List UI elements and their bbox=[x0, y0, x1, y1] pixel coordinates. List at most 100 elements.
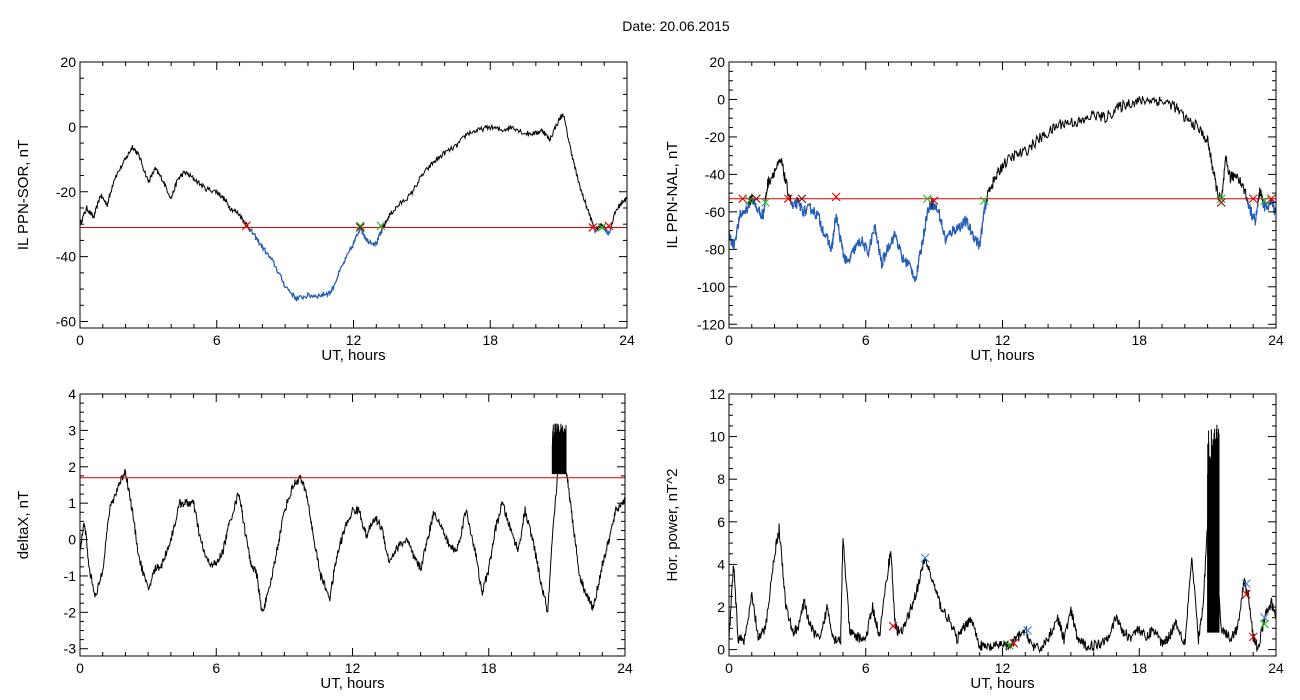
y-axis-label-power: Hor. power, nT^2 bbox=[664, 469, 681, 582]
x-axis-label-sor: UT, hours bbox=[321, 347, 385, 364]
ytick-label-nal-0: -120 bbox=[697, 316, 725, 332]
xtick-label-deltax-0: 0 bbox=[76, 660, 84, 676]
axes-frame-sor bbox=[79, 61, 628, 329]
axes-frame-deltax bbox=[79, 393, 626, 657]
ytick-label-deltax-2: -1 bbox=[64, 568, 77, 584]
ytick-label-deltax-0: -3 bbox=[64, 641, 77, 657]
xtick-label-nal-2: 12 bbox=[995, 332, 1011, 348]
marker-nal-5 bbox=[797, 194, 807, 204]
page-title: Date: 20.06.2015 bbox=[622, 18, 730, 34]
marker-power-7 bbox=[1248, 632, 1258, 642]
ytick-label-sor-0: -60 bbox=[56, 314, 76, 330]
marker-nal-7 bbox=[922, 194, 932, 204]
ytick-label-power-1: 2 bbox=[717, 599, 725, 615]
marker-nal-6 bbox=[831, 192, 841, 202]
axes-frame-nal bbox=[728, 61, 1277, 329]
xtick-label-power-4: 24 bbox=[1268, 660, 1284, 676]
ytick-label-sor-1: -40 bbox=[56, 249, 76, 265]
series-line-nal bbox=[729, 96, 1276, 282]
ytick-label-deltax-4: 1 bbox=[68, 495, 76, 511]
xtick-label-nal-3: 18 bbox=[1131, 332, 1147, 348]
marker-nal-13 bbox=[1260, 196, 1269, 206]
ytick-label-power-2: 4 bbox=[717, 556, 725, 572]
marker-nal-9 bbox=[979, 196, 989, 206]
xtick-label-deltax-4: 24 bbox=[617, 660, 633, 676]
marker-nal-2 bbox=[751, 194, 761, 204]
ytick-label-nal-2: -80 bbox=[705, 241, 725, 257]
marker-sor-3 bbox=[376, 221, 386, 231]
ytick-label-deltax-3: 0 bbox=[68, 532, 76, 548]
series-line-power bbox=[729, 475, 1276, 654]
marker-power-8 bbox=[1260, 613, 1269, 623]
marker-sor-1 bbox=[355, 221, 365, 231]
marker-nal-3 bbox=[761, 198, 770, 207]
ytick-label-deltax-1: -2 bbox=[64, 604, 77, 620]
ytick-label-nal-7: 20 bbox=[709, 54, 725, 70]
plot-area-deltax bbox=[80, 423, 625, 613]
marker-nal-14 bbox=[1267, 194, 1276, 204]
marker-power-2 bbox=[1004, 640, 1014, 650]
marker-power-9 bbox=[1260, 619, 1269, 629]
xtick-label-deltax-3: 18 bbox=[481, 660, 497, 676]
ytick-label-power-3: 6 bbox=[717, 514, 725, 530]
xtick-label-power-3: 18 bbox=[1131, 660, 1147, 676]
marker-nal-10 bbox=[1216, 194, 1226, 204]
ytick-label-nal-1: -100 bbox=[697, 279, 725, 295]
axes-frame-power bbox=[728, 393, 1277, 657]
spike-burst-deltax-0 bbox=[551, 423, 567, 475]
below-threshold-line-sor bbox=[247, 226, 611, 302]
marker-nal-12 bbox=[1248, 194, 1258, 204]
x-axis-label-power: UT, hours bbox=[970, 675, 1034, 692]
x-axis-label-nal: UT, hours bbox=[970, 347, 1034, 364]
marker-power-3 bbox=[1009, 638, 1019, 648]
marker-sor-6 bbox=[604, 221, 614, 231]
marker-sor-2 bbox=[355, 223, 365, 232]
xtick-label-sor-3: 18 bbox=[482, 332, 498, 348]
marker-power-0 bbox=[888, 621, 898, 631]
marker-nal-8 bbox=[929, 196, 939, 206]
marker-sor-4 bbox=[588, 223, 598, 232]
xtick-label-sor-1: 6 bbox=[213, 332, 221, 348]
ytick-label-power-5: 10 bbox=[709, 429, 725, 445]
ytick-label-deltax-7: 4 bbox=[68, 386, 76, 402]
xtick-label-nal-4: 24 bbox=[1268, 332, 1284, 348]
y-axis-label-deltax: deltaX, nT bbox=[15, 491, 32, 559]
marker-power-4 bbox=[1023, 626, 1032, 635]
xtick-label-power-0: 0 bbox=[725, 660, 733, 676]
marker-nal-0 bbox=[738, 194, 748, 204]
marker-power-6 bbox=[1241, 589, 1251, 599]
marker-power-5 bbox=[1241, 579, 1251, 588]
ytick-label-nal-6: 0 bbox=[717, 91, 725, 107]
panel-sor: 0 6 12 18 24 -60 -40 -20 0 20 UT, hours IL PPN-SOR,… bbox=[15, 54, 635, 364]
ytick-label-nal-4: -40 bbox=[705, 166, 725, 182]
plot-area-sor bbox=[80, 113, 627, 302]
marker-sor-0 bbox=[241, 221, 251, 231]
ytick-label-deltax-5: 2 bbox=[68, 459, 76, 475]
xtick-label-deltax-2: 12 bbox=[345, 660, 361, 676]
xtick-label-power-2: 12 bbox=[995, 660, 1011, 676]
marker-sor-5 bbox=[597, 223, 607, 232]
ytick-label-nal-3: -60 bbox=[705, 204, 725, 220]
y-axis-label-nal: IL PPN-NAL, nT bbox=[664, 142, 681, 249]
x-axis-label-deltax: UT, hours bbox=[320, 675, 384, 692]
ytick-label-sor-3: 0 bbox=[68, 119, 76, 135]
spike-burst-power-0 bbox=[1207, 424, 1220, 633]
xtick-label-sor-4: 24 bbox=[619, 332, 635, 348]
marker-power-1 bbox=[920, 553, 930, 563]
ytick-label-power-6: 12 bbox=[709, 386, 725, 402]
ytick-label-sor-2: -20 bbox=[56, 184, 76, 200]
xtick-label-deltax-1: 6 bbox=[212, 660, 220, 676]
y-axis-label-sor: IL PPN-SOR, nT bbox=[15, 140, 32, 250]
ytick-label-power-4: 8 bbox=[717, 471, 725, 487]
below-threshold-line-nal bbox=[729, 198, 1276, 282]
xtick-label-power-1: 6 bbox=[862, 660, 870, 676]
plot-area-nal bbox=[729, 96, 1276, 282]
xtick-label-sor-0: 0 bbox=[76, 332, 84, 348]
series-line-sor bbox=[80, 113, 627, 302]
ytick-label-sor-4: 20 bbox=[60, 54, 76, 70]
panel-nal: 0 6 12 18 24 -120 -100 -80 -60 -40 -20 0 20 UT, hours… bbox=[664, 54, 1284, 364]
plot-area-power bbox=[729, 424, 1276, 654]
